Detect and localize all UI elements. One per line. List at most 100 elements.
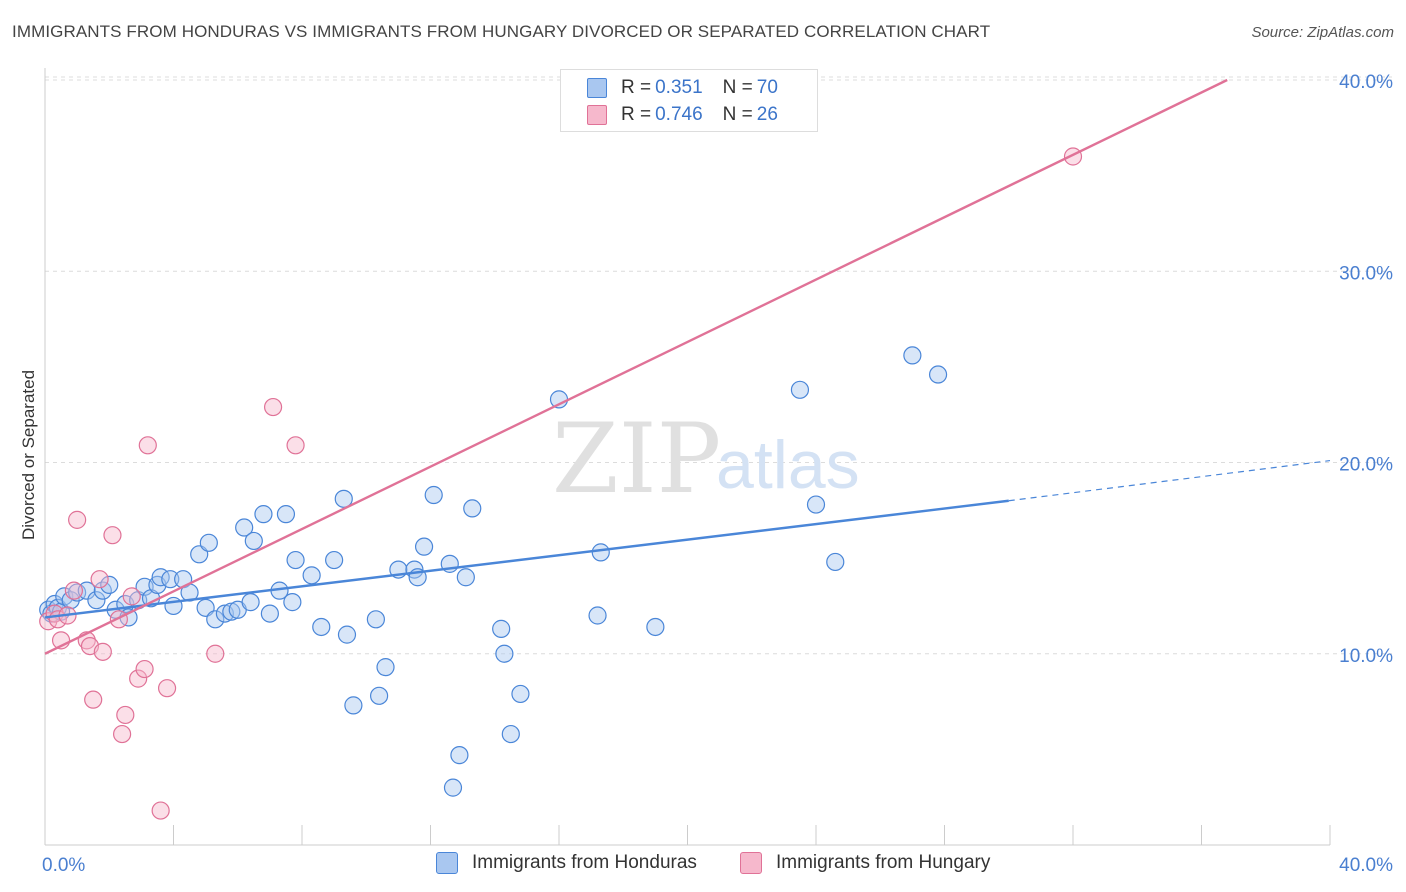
watermark: ZIP atlas <box>552 403 860 515</box>
y-tick-label: 20.0% <box>1339 455 1393 476</box>
point-honduras <box>87 591 106 610</box>
legend-row-hungary: R = 0.746 N = 26 <box>587 102 778 128</box>
point-honduras <box>463 499 482 518</box>
point-honduras <box>344 696 363 715</box>
n-value: 26 <box>756 104 778 125</box>
point-hungary <box>93 642 112 661</box>
point-honduras <box>501 724 520 744</box>
point-hungary <box>64 581 84 600</box>
legend-label-hungary: Immigrants from Hungary <box>776 852 991 873</box>
point-honduras <box>443 778 463 797</box>
point-honduras <box>588 606 607 625</box>
point-hungary <box>122 587 141 606</box>
point-hungary <box>68 510 87 529</box>
point-honduras <box>370 686 389 705</box>
legend-swatch-hungary <box>587 105 607 125</box>
axes <box>44 68 1331 846</box>
point-honduras <box>826 552 845 572</box>
point-hungary <box>135 659 154 679</box>
point-honduras <box>161 570 180 589</box>
r-value: 0.746 <box>655 104 703 125</box>
x-tick-label: 0.0% <box>42 855 85 876</box>
point-hungary <box>138 436 157 455</box>
point-hungary <box>286 436 305 455</box>
point-hungary <box>116 705 135 725</box>
point-honduras <box>424 485 443 505</box>
point-hungary <box>103 526 122 545</box>
trend-line-honduras <box>44 499 1009 619</box>
y-axis-label: Divorced or Separated <box>19 370 38 540</box>
point-honduras <box>100 575 119 595</box>
point-honduras <box>286 550 305 570</box>
point-honduras <box>241 593 260 612</box>
point-honduras <box>235 518 254 537</box>
point-honduras <box>206 610 225 629</box>
legend-label-honduras: Immigrants from Honduras <box>472 852 697 873</box>
r-label: R = <box>621 77 652 98</box>
point-honduras <box>312 617 331 637</box>
trend-lines <box>44 78 1331 655</box>
point-hungary <box>112 724 132 744</box>
trend-line-hungary <box>44 78 1228 655</box>
point-honduras <box>199 533 218 552</box>
point-hungary <box>263 397 283 417</box>
point-honduras <box>591 543 610 562</box>
watermark-atlas: atlas <box>716 427 860 503</box>
point-honduras <box>806 495 826 514</box>
point-honduras <box>928 365 948 384</box>
grid-lines <box>45 76 1392 655</box>
point-hungary <box>84 690 103 709</box>
point-honduras <box>302 566 321 585</box>
point-hungary <box>90 570 109 589</box>
point-honduras <box>334 489 353 508</box>
point-honduras <box>337 625 357 644</box>
point-honduras <box>790 380 810 399</box>
point-honduras <box>903 346 922 365</box>
point-honduras <box>492 619 511 638</box>
x-tick-label: 40.0% <box>1339 855 1393 876</box>
point-hungary <box>206 644 225 663</box>
point-honduras <box>325 550 344 570</box>
legend-row-honduras: R = 0.351 N = 70 <box>587 75 778 101</box>
point-hungary <box>157 679 177 698</box>
point-hungary <box>109 610 128 629</box>
point-honduras <box>511 684 530 704</box>
point-honduras <box>495 644 514 663</box>
correlation-legend: R = 0.351 N = 70 R = 0.746 N = 26 <box>560 69 818 132</box>
legend-item-hungary: Immigrants from Hungary <box>740 852 990 874</box>
n-label: N = <box>722 77 753 98</box>
n-label: N = <box>722 104 753 125</box>
legend-swatch-honduras <box>587 78 607 98</box>
point-honduras <box>414 537 434 556</box>
point-honduras <box>366 610 385 629</box>
data-points <box>39 147 1083 820</box>
point-honduras <box>450 746 469 765</box>
y-tick-label: 40.0% <box>1339 72 1393 93</box>
legend-swatch-honduras <box>436 852 458 874</box>
point-hungary <box>151 801 170 820</box>
r-label: R = <box>621 104 652 125</box>
point-honduras <box>244 531 263 551</box>
r-value: 0.351 <box>655 77 703 98</box>
point-honduras <box>646 617 665 637</box>
tick-labels: 10.0% 20.0% 30.0% 40.0% 0.0% 40.0% <box>42 72 1393 876</box>
point-honduras <box>254 505 273 524</box>
legend-item-honduras: Immigrants from Honduras <box>436 852 697 874</box>
point-honduras <box>276 505 296 524</box>
trend-line-honduras-extension <box>1008 459 1331 502</box>
chart-title: IMMIGRANTS FROM HONDURAS VS IMMIGRANTS F… <box>12 22 991 41</box>
y-tick-label: 30.0% <box>1339 263 1393 284</box>
point-honduras <box>260 604 279 623</box>
watermark-zip: ZIP <box>552 403 721 515</box>
legend-swatch-hungary <box>740 852 762 874</box>
point-honduras <box>222 602 241 621</box>
point-honduras <box>376 658 395 677</box>
point-hungary <box>129 669 148 688</box>
point-honduras <box>456 568 475 587</box>
n-value: 70 <box>756 77 778 98</box>
y-tick-label: 10.0% <box>1339 646 1393 667</box>
point-honduras <box>77 581 96 600</box>
source-note: Source: ZipAtlas.com <box>1251 24 1394 41</box>
point-honduras <box>283 593 302 612</box>
